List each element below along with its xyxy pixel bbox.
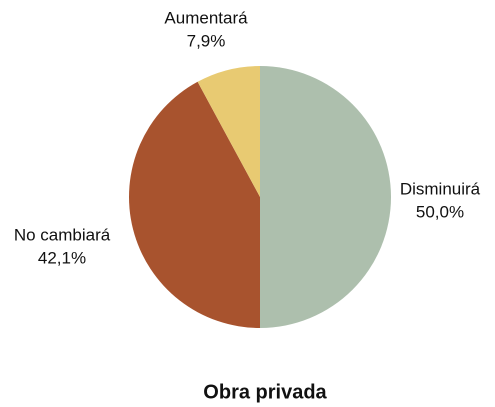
- chart-title: Obra privada: [203, 381, 327, 403]
- slice-label: No cambiará: [14, 225, 111, 244]
- value-label: 42,1%: [38, 248, 86, 267]
- pie-slice: [129, 81, 260, 328]
- slice-label: Disminuirá: [400, 179, 481, 198]
- slice-label: Aumentará: [164, 8, 248, 27]
- pie-slice: [197, 66, 260, 197]
- pie-slice: [260, 66, 391, 328]
- value-label: 7,9%: [187, 31, 226, 50]
- value-label: 50,0%: [416, 202, 464, 221]
